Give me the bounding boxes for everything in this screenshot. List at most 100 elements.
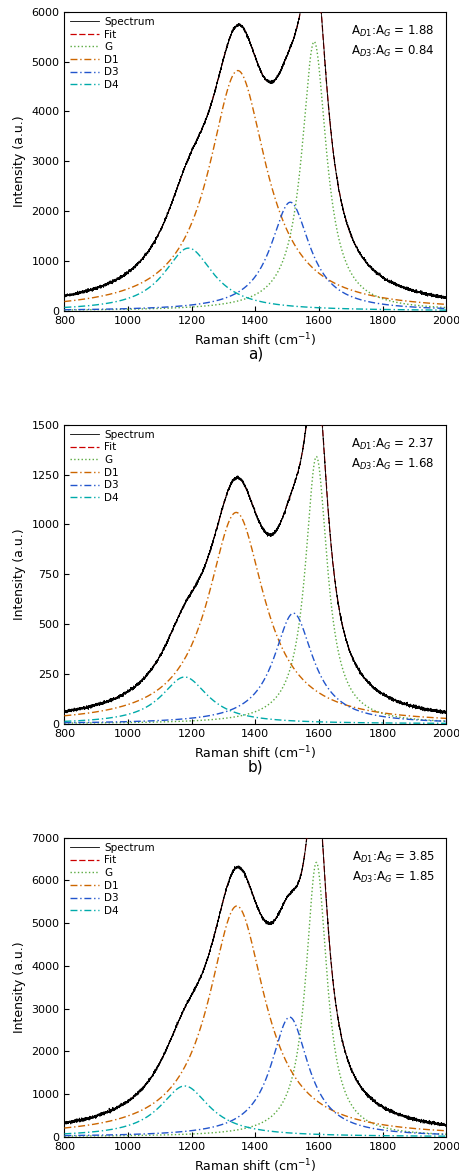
- Line: D4: D4: [64, 248, 445, 311]
- D1: [234, 899, 239, 913]
- Fit: [338, 197, 344, 211]
- G: [224, 297, 230, 311]
- D4: [243, 708, 248, 722]
- Fit: [312, 764, 318, 778]
- Fit: [412, 1112, 417, 1126]
- G: [62, 302, 67, 316]
- D4: [442, 1129, 448, 1143]
- D1: [412, 709, 417, 723]
- Line: Spectrum: Spectrum: [64, 361, 445, 714]
- Line: Fit: Fit: [64, 362, 445, 713]
- D3: [412, 713, 417, 727]
- Text: A$_{D1}$:A$_G$ = 1.88
A$_{D3}$:A$_G$ = 0.84: A$_{D1}$:A$_G$ = 1.88 A$_{D3}$:A$_G$ = 0…: [351, 23, 434, 60]
- Line: D4: D4: [64, 677, 445, 723]
- G: [442, 1127, 448, 1142]
- Spectrum: [312, 354, 318, 368]
- Fit: [442, 291, 448, 305]
- D1: [442, 1124, 448, 1138]
- Spectrum: [442, 292, 448, 306]
- G: [222, 297, 227, 311]
- Line: D1: D1: [64, 70, 445, 305]
- Line: D3: D3: [64, 203, 445, 309]
- D4: [222, 701, 227, 715]
- Line: D3: D3: [64, 1017, 445, 1136]
- Line: Fit: Fit: [64, 771, 445, 1125]
- D3: [242, 280, 248, 294]
- D3: [287, 196, 292, 210]
- X-axis label: Raman shift (cm$^{-1}$): Raman shift (cm$^{-1}$): [194, 744, 316, 762]
- D1: [338, 279, 344, 293]
- G: [338, 1075, 344, 1089]
- G: [442, 714, 448, 728]
- Line: D3: D3: [64, 613, 445, 723]
- Fit: [431, 288, 437, 302]
- D1: [243, 522, 248, 536]
- G: [431, 300, 437, 314]
- D3: [224, 1116, 230, 1130]
- Spectrum: [224, 36, 230, 50]
- Text: b): b): [247, 759, 263, 775]
- G: [222, 711, 227, 725]
- D3: [290, 606, 296, 620]
- D3: [412, 300, 417, 314]
- D1: [62, 1120, 67, 1134]
- D3: [224, 704, 230, 718]
- Y-axis label: Intensity (a.u.): Intensity (a.u.): [13, 941, 26, 1033]
- Fit: [62, 1116, 67, 1130]
- D4: [431, 1129, 437, 1143]
- Fit: [222, 47, 227, 61]
- Y-axis label: Intensity (a.u.): Intensity (a.u.): [13, 529, 26, 620]
- D4: [225, 280, 230, 294]
- D3: [242, 1104, 248, 1118]
- Spectrum: [442, 706, 448, 720]
- D1: [442, 298, 448, 312]
- G: [242, 292, 248, 306]
- Line: G: G: [64, 863, 445, 1136]
- Fit: [442, 1118, 448, 1132]
- Spectrum: [62, 704, 67, 718]
- D1: [338, 1108, 344, 1122]
- Fit: [242, 26, 248, 40]
- Fit: [224, 36, 230, 50]
- Fit: [62, 704, 67, 718]
- G: [338, 243, 344, 257]
- D1: [62, 709, 67, 723]
- D3: [62, 1129, 67, 1143]
- Spectrum: [222, 495, 227, 509]
- D3: [338, 695, 344, 709]
- G: [224, 1124, 230, 1138]
- D4: [62, 715, 67, 729]
- Line: D4: D4: [64, 1086, 445, 1136]
- Y-axis label: Intensity (a.u.): Intensity (a.u.): [13, 116, 26, 207]
- Fit: [338, 1031, 344, 1045]
- G: [242, 708, 248, 722]
- D4: [185, 241, 191, 255]
- G: [412, 298, 417, 312]
- D3: [62, 302, 67, 316]
- Spectrum: [438, 707, 444, 721]
- D4: [442, 304, 448, 318]
- D1: [222, 526, 227, 540]
- D3: [222, 1117, 227, 1131]
- D4: [412, 1129, 417, 1143]
- Spectrum: [431, 704, 437, 718]
- Text: a): a): [247, 347, 263, 362]
- Line: G: G: [64, 42, 445, 309]
- D3: [62, 716, 67, 730]
- Line: Spectrum: Spectrum: [64, 0, 445, 299]
- Legend: Spectrum, Fit, G, D1, D3, D4: Spectrum, Fit, G, D1, D3, D4: [67, 840, 157, 918]
- G: [338, 659, 344, 673]
- D4: [431, 304, 437, 318]
- D1: [235, 63, 240, 77]
- Spectrum: [442, 1119, 448, 1133]
- D3: [222, 704, 227, 718]
- G: [412, 713, 417, 727]
- D4: [442, 716, 448, 730]
- Spectrum: [412, 1112, 417, 1126]
- D1: [222, 925, 227, 939]
- D4: [338, 715, 344, 729]
- G: [311, 35, 316, 49]
- Spectrum: [412, 285, 417, 299]
- D3: [442, 714, 448, 728]
- Fit: [224, 484, 230, 498]
